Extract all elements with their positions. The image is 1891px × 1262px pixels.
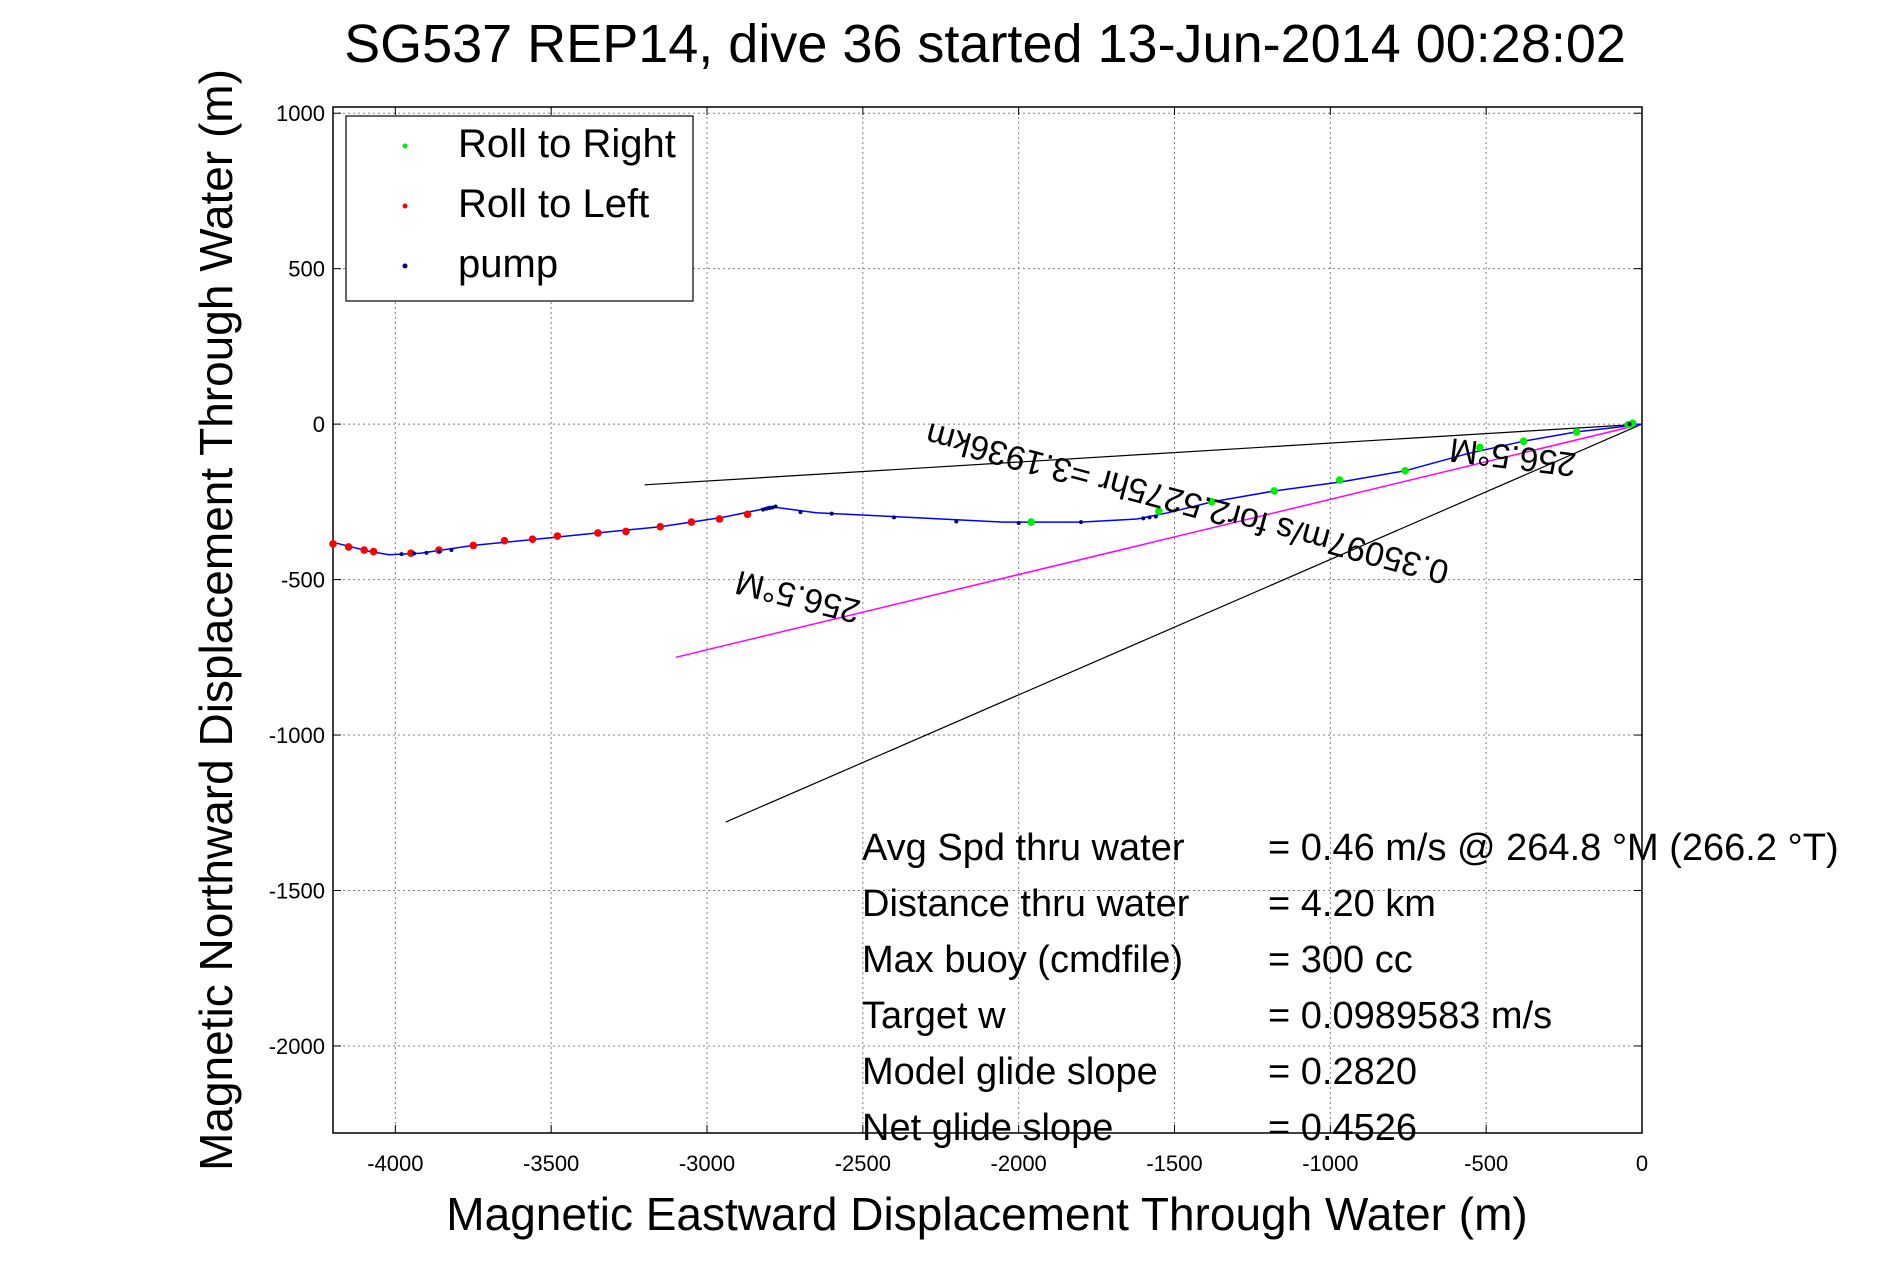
roll-left-point xyxy=(743,510,752,519)
pump-point xyxy=(1153,514,1158,519)
stat-label: Target w xyxy=(862,995,1006,1037)
roll-left-point xyxy=(500,536,509,545)
pump-point xyxy=(954,519,959,524)
grid xyxy=(333,107,1642,1133)
y-tick-label: -2000 xyxy=(269,1034,325,1059)
x-tick-label: -2500 xyxy=(835,1151,891,1176)
x-tick-label: -1000 xyxy=(1302,1151,1358,1176)
legend-marker xyxy=(402,203,408,209)
rotated-annotation: 0.35097m/s for2.5275hr =3.1936km xyxy=(922,415,1453,591)
x-tick-label: -2000 xyxy=(991,1151,1047,1176)
pump-point xyxy=(829,511,834,516)
plot-markers xyxy=(329,419,1637,557)
roll-left-point xyxy=(329,540,337,548)
roll-right-point xyxy=(1270,487,1279,495)
stat-label: Model glide slope xyxy=(862,1051,1158,1093)
stats-panel: Avg Spd thru water = 0.46 m/s @ 264.8 °M … xyxy=(862,827,1839,1149)
rotated-labels: 256.5°M0.35097m/s for2.5275hr =3.1936km2… xyxy=(732,415,1579,630)
pump-point xyxy=(1016,520,1021,525)
pump-point xyxy=(1079,520,1083,525)
x-tick-label: -500 xyxy=(1464,1151,1508,1176)
roll-right-point xyxy=(1335,476,1344,484)
roll-right-point xyxy=(1401,466,1409,475)
y-tick-label: -500 xyxy=(281,568,325,593)
roll-left-point xyxy=(528,535,537,543)
y-tick-label: 1000 xyxy=(276,101,325,126)
roll-left-point xyxy=(687,518,696,526)
y-tick-label: 0 xyxy=(313,412,325,437)
plot-lines xyxy=(332,423,1643,823)
stat-value: = 0.2820 xyxy=(1268,1051,1417,1093)
roll-right-point xyxy=(1027,518,1035,526)
roll-left-point xyxy=(656,522,665,531)
y-tick-label: -1000 xyxy=(269,723,325,748)
stat-label: Distance thru water xyxy=(862,883,1190,925)
heading-line xyxy=(675,423,1643,659)
legend-marker xyxy=(402,143,408,149)
y-tick-label: -1500 xyxy=(269,878,325,903)
roll-left-point xyxy=(407,549,415,557)
rotated-annotation: 256.5°M xyxy=(1448,430,1579,483)
roll-left-point xyxy=(360,546,368,554)
pump-point xyxy=(767,506,772,511)
roll-left-point xyxy=(369,547,378,556)
pump-point xyxy=(761,507,766,512)
stat-label: Net glide slope xyxy=(862,1107,1113,1149)
y-axis-label: Magnetic Northward Displacement Through … xyxy=(190,69,242,1171)
pump-point xyxy=(436,549,441,554)
chart-title: SG537 REP14, dive 36 started 13-Jun-2014… xyxy=(344,14,1626,74)
pump-point xyxy=(399,552,404,557)
legend-label: pump xyxy=(458,242,558,286)
roll-left-point xyxy=(594,529,602,537)
axis-ticks: -4000 -3500 -3000 -2500 -2000 -1500 -1000 -500 0… xyxy=(269,101,1648,1176)
upper-bound-line xyxy=(644,423,1643,486)
roll-left-point xyxy=(344,543,353,551)
x-tick-label: 0 xyxy=(1636,1151,1648,1176)
stat-value: = 300 cc xyxy=(1268,939,1413,981)
stat-label: Max buoy (cmdfile) xyxy=(862,939,1183,981)
roll-right-point xyxy=(1155,507,1163,515)
stat-value: = 0.0989583 m/s xyxy=(1268,995,1552,1037)
plot-frame xyxy=(332,106,1643,1134)
x-tick-label: -3000 xyxy=(679,1151,735,1176)
pump-point xyxy=(1147,515,1152,520)
roll-left-point xyxy=(553,532,562,540)
stat-label: Avg Spd thru water xyxy=(862,827,1185,869)
y-tick-label: 500 xyxy=(288,257,325,282)
pump-point xyxy=(449,548,454,553)
x-axis-label: Magnetic Eastward Displacement Through W… xyxy=(446,1188,1527,1240)
x-tick-label: -1500 xyxy=(1146,1151,1202,1176)
pump-point xyxy=(773,504,778,509)
stat-value: = 4.20 km xyxy=(1268,883,1436,925)
lower-bound-line xyxy=(725,423,1643,823)
x-tick-label: -3500 xyxy=(523,1151,579,1176)
x-tick-label: -4000 xyxy=(367,1151,423,1176)
roll-left-point xyxy=(622,527,630,536)
roll-left-point xyxy=(715,515,724,523)
pump-point xyxy=(1141,516,1146,521)
roll-left-point xyxy=(469,541,478,550)
roll-right-point xyxy=(1519,437,1528,446)
roll-right-point xyxy=(1476,443,1484,452)
pump-point xyxy=(764,506,769,511)
stat-value: = 0.46 m/s @ 264.8 °M (266.2 °T) xyxy=(1268,827,1839,869)
roll-right-point xyxy=(1208,498,1216,506)
roll-right-point xyxy=(1572,428,1581,436)
legend: Roll to Right Roll to Left pump xyxy=(345,115,694,302)
stat-value: = 0.4526 xyxy=(1268,1107,1417,1149)
pump-point xyxy=(770,505,775,510)
legend-marker xyxy=(402,263,408,269)
rotated-annotation: 256.5°M xyxy=(732,563,864,631)
legend-label: Roll to Right xyxy=(458,122,676,166)
pump-point xyxy=(424,550,429,555)
legend-label: Roll to Left xyxy=(458,182,649,226)
pump-point xyxy=(892,515,896,520)
legend-entries: Roll to Right Roll to Left pump xyxy=(402,122,676,286)
pump-point xyxy=(798,510,803,515)
pump-point xyxy=(412,551,417,556)
pump-point xyxy=(1627,422,1632,427)
